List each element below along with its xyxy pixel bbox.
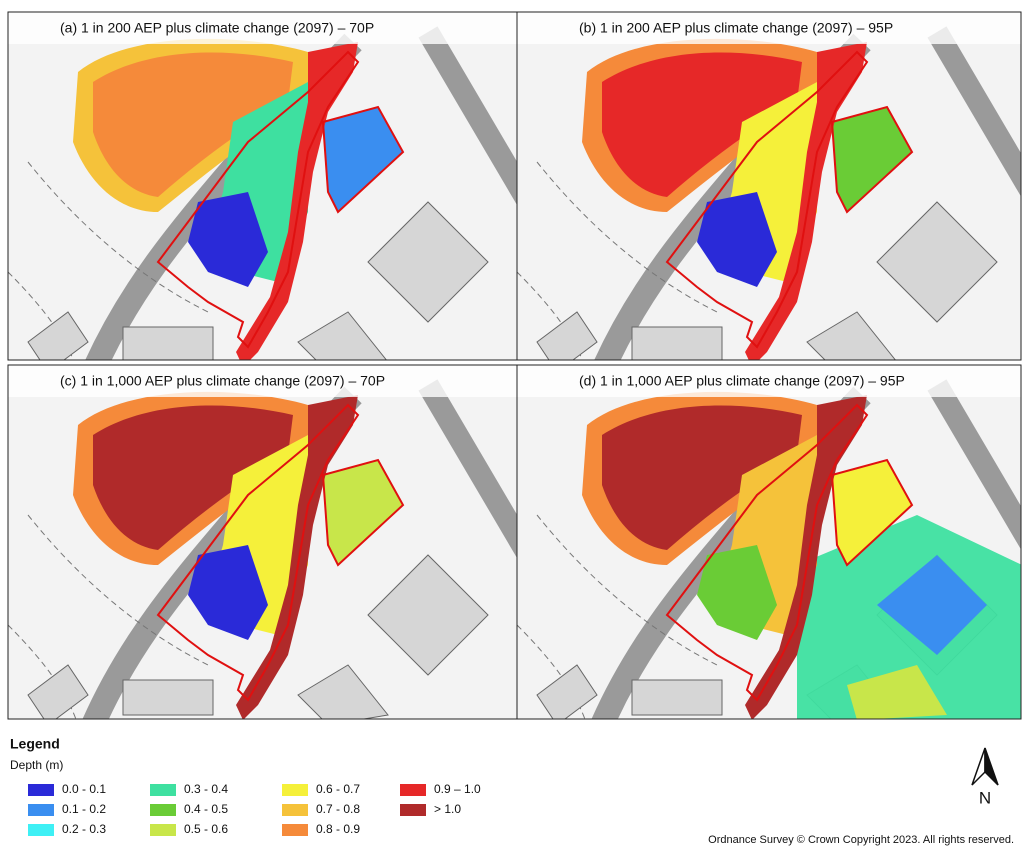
legend-swatch — [400, 784, 426, 796]
building — [632, 680, 722, 715]
legend-title: Legend — [10, 736, 60, 752]
panel-title: (b) 1 in 200 AEP plus climate change (20… — [579, 20, 893, 36]
map-panel: (b) 1 in 200 AEP plus climate change (20… — [517, 12, 1022, 372]
legend-swatch — [28, 824, 54, 836]
building — [632, 327, 722, 362]
legend-label: 0.8 - 0.9 — [316, 822, 360, 836]
copyright: Ordnance Survey © Crown Copyright 2023. … — [708, 834, 1014, 846]
legend-label: 0.4 - 0.5 — [184, 802, 228, 816]
legend-label: 0.2 - 0.3 — [62, 822, 106, 836]
legend-swatch — [282, 784, 308, 796]
legend-label: 0.0 - 0.1 — [62, 782, 106, 796]
map-panel: (a) 1 in 200 AEP plus climate change (20… — [8, 12, 528, 372]
legend-swatch — [150, 804, 176, 816]
map-panel: (c) 1 in 1,000 AEP plus climate change (… — [8, 365, 528, 725]
legend-swatch — [282, 804, 308, 816]
legend-label: 0.9 – 1.0 — [434, 782, 481, 796]
legend-swatch — [400, 804, 426, 816]
legend-swatch — [282, 824, 308, 836]
building — [123, 327, 213, 362]
panel-title: (a) 1 in 200 AEP plus climate change (20… — [60, 20, 374, 36]
legend-label: > 1.0 — [434, 802, 461, 816]
legend-swatch — [28, 784, 54, 796]
legend-subtitle: Depth (m) — [10, 758, 63, 772]
map-panel: (d) 1 in 1,000 AEP plus climate change (… — [517, 365, 1022, 725]
north-label: N — [979, 788, 991, 807]
legend-label: 0.3 - 0.4 — [184, 782, 228, 796]
legend-label: 0.1 - 0.2 — [62, 802, 106, 816]
legend-swatch — [28, 804, 54, 816]
building — [123, 680, 213, 715]
legend-label: 0.6 - 0.7 — [316, 782, 360, 796]
legend-swatch — [150, 824, 176, 836]
north-arrow: N — [972, 748, 998, 807]
legend-label: 0.5 - 0.6 — [184, 822, 228, 836]
legend-swatch — [150, 784, 176, 796]
figure: Legend Depth (m) N Ordnance Survey © Cro… — [0, 0, 1022, 855]
panel-title: (d) 1 in 1,000 AEP plus climate change (… — [579, 373, 905, 389]
panel-title: (c) 1 in 1,000 AEP plus climate change (… — [60, 373, 385, 389]
legend-label: 0.7 - 0.8 — [316, 802, 360, 816]
